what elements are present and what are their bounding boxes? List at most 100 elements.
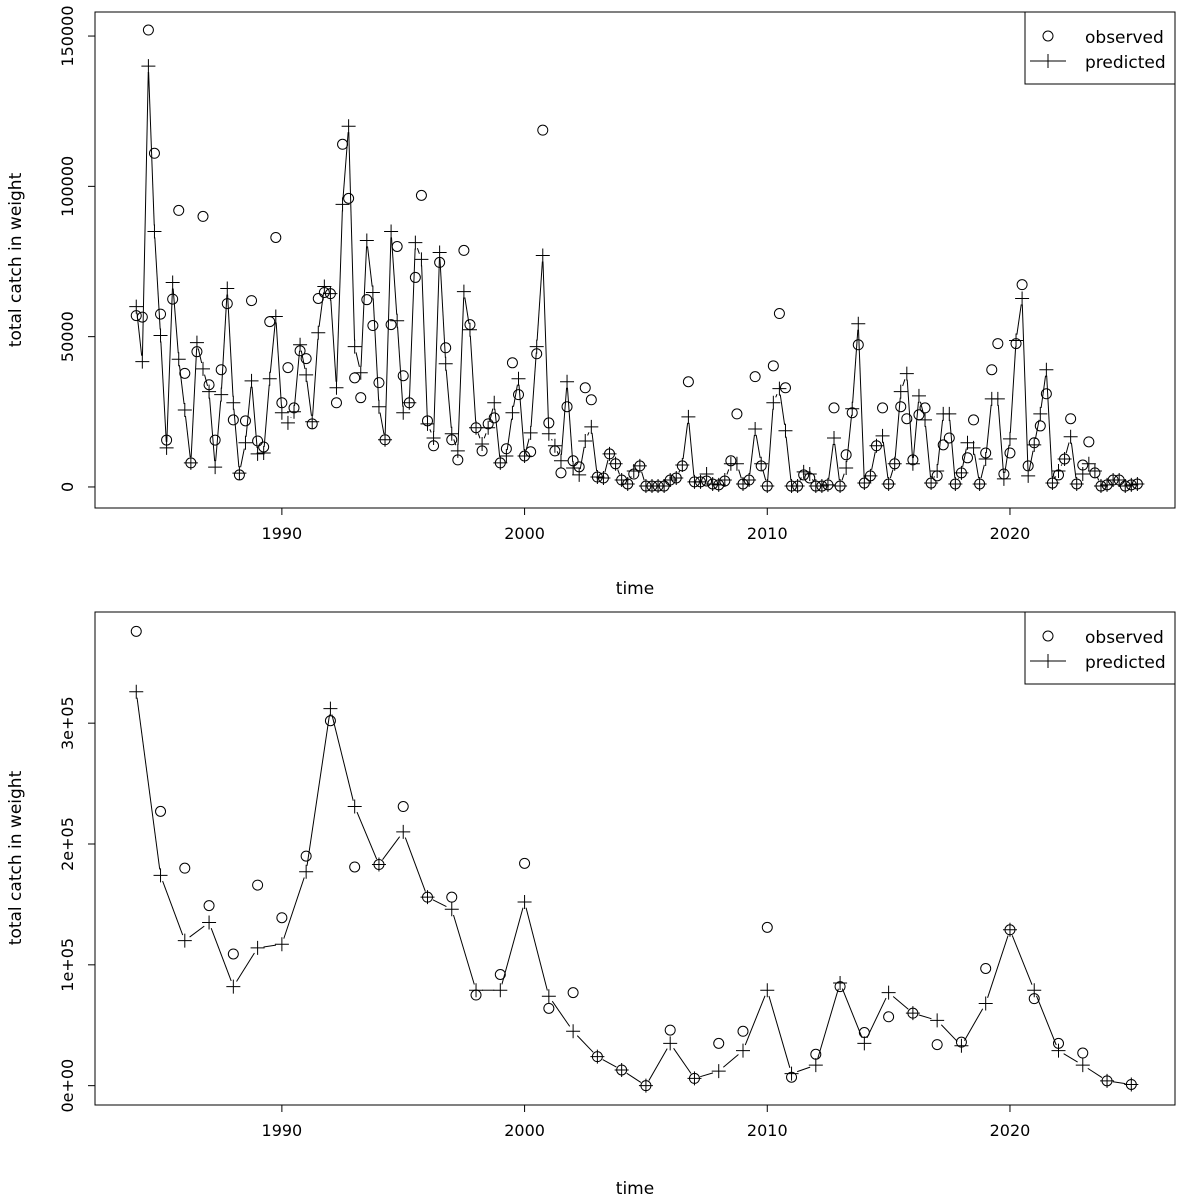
data-point-predicted [1118, 479, 1133, 494]
data-point-predicted [305, 414, 320, 429]
line-segment [797, 1066, 811, 1073]
line-segment [1063, 1053, 1078, 1063]
line-segment [330, 299, 337, 382]
data-point-predicted [371, 857, 386, 872]
legend-label-predicted: predicted [1085, 53, 1166, 73]
data-point-predicted [262, 371, 277, 386]
data-point-predicted [384, 224, 399, 239]
data-point-observed [513, 389, 525, 401]
data-point-predicted [287, 404, 302, 419]
data-point-predicted [153, 868, 168, 883]
data-point-predicted [274, 405, 289, 420]
data-point-predicted [833, 975, 848, 990]
data-point-predicted [918, 412, 933, 427]
legend-box [1024, 611, 1176, 685]
line-segment [483, 433, 487, 439]
data-point-predicted [183, 455, 198, 470]
x-axis-title: time [616, 1179, 654, 1199]
data-point-observed [713, 1037, 725, 1049]
data-point-observed [142, 24, 154, 36]
x-tick-label: 1990 [262, 1121, 303, 1140]
data-point-predicted [808, 1058, 823, 1073]
line-segment [560, 387, 568, 455]
x-tick-label: 2020 [990, 524, 1031, 543]
data-point-predicted [596, 470, 611, 485]
data-point-observed [1065, 413, 1077, 425]
data-point-predicted [711, 1064, 726, 1079]
data-point-observed [239, 415, 251, 427]
data-point-predicted [869, 438, 884, 453]
data-point-observed [1016, 279, 1028, 291]
line-segment [1021, 304, 1029, 470]
data-point-observed [136, 311, 148, 323]
data-point-observed [312, 292, 324, 304]
data-point-observed [761, 921, 773, 933]
data-point-predicted [833, 479, 848, 494]
data-point-predicted [857, 476, 872, 491]
legend-label-observed: observed [1085, 28, 1164, 48]
data-point-predicted [893, 384, 908, 399]
data-point-predicted [165, 275, 180, 290]
line-segment [397, 326, 404, 407]
data-point-predicted [256, 445, 271, 460]
data-point-predicted [317, 279, 332, 294]
legend: observed predicted [1024, 11, 1176, 85]
data-point-predicted [899, 366, 914, 381]
line-segment [925, 425, 932, 478]
series-predicted [129, 59, 1145, 494]
data-point-predicted [942, 406, 957, 421]
data-point-predicted [1015, 291, 1030, 306]
data-point-predicted [663, 473, 678, 488]
data-point-observed [179, 862, 191, 874]
line-segment [755, 434, 761, 458]
data-point-observed [506, 357, 518, 369]
data-point-predicted [1051, 1043, 1066, 1058]
data-point-predicted [978, 452, 993, 467]
line-segment [464, 297, 470, 324]
data-point-predicted [226, 395, 241, 410]
line-segment [379, 412, 385, 434]
line-segment [779, 394, 786, 425]
line-segment [834, 443, 840, 481]
data-point-predicted [499, 448, 514, 463]
line-segment [902, 379, 906, 387]
line-segment [489, 408, 494, 423]
data-point-predicted [541, 989, 556, 1004]
x-tick-label: 2000 [504, 1121, 545, 1140]
data-point-predicted [323, 286, 338, 301]
line-segment [409, 248, 416, 397]
data-point-predicted [475, 436, 490, 451]
data-point-predicted [990, 391, 1005, 406]
line-segment [433, 258, 440, 432]
data-point-observed [664, 1024, 676, 1036]
data-point-predicted [784, 1066, 799, 1081]
line-segment [275, 322, 282, 407]
line-segment [204, 374, 209, 386]
data-point-predicted [614, 1062, 629, 1077]
data-point-predicted [250, 940, 265, 955]
line-segment [775, 393, 778, 398]
data-point-predicted [924, 476, 939, 491]
data-point-predicted [614, 473, 629, 488]
line-segment [210, 927, 232, 982]
line-segment [682, 422, 689, 460]
data-point-predicted [911, 388, 926, 403]
line-segment [587, 432, 590, 436]
data-point-predicted [754, 456, 769, 471]
data-point-predicted [566, 1024, 581, 1039]
data-point-predicted [208, 460, 223, 475]
line-segment [852, 329, 859, 403]
data-point-predicted [517, 448, 532, 463]
data-point-predicted [717, 473, 732, 488]
line-segment [263, 944, 277, 948]
line-segment [506, 418, 513, 451]
line-segment [306, 714, 331, 866]
data-point-observed [300, 850, 312, 862]
data-point-observed [282, 362, 294, 374]
line-segment [866, 997, 887, 1039]
line-segment [336, 210, 343, 382]
line-segment [980, 464, 985, 479]
data-point-predicted [796, 464, 811, 479]
line-segment [937, 419, 944, 466]
line-segment [894, 397, 901, 458]
